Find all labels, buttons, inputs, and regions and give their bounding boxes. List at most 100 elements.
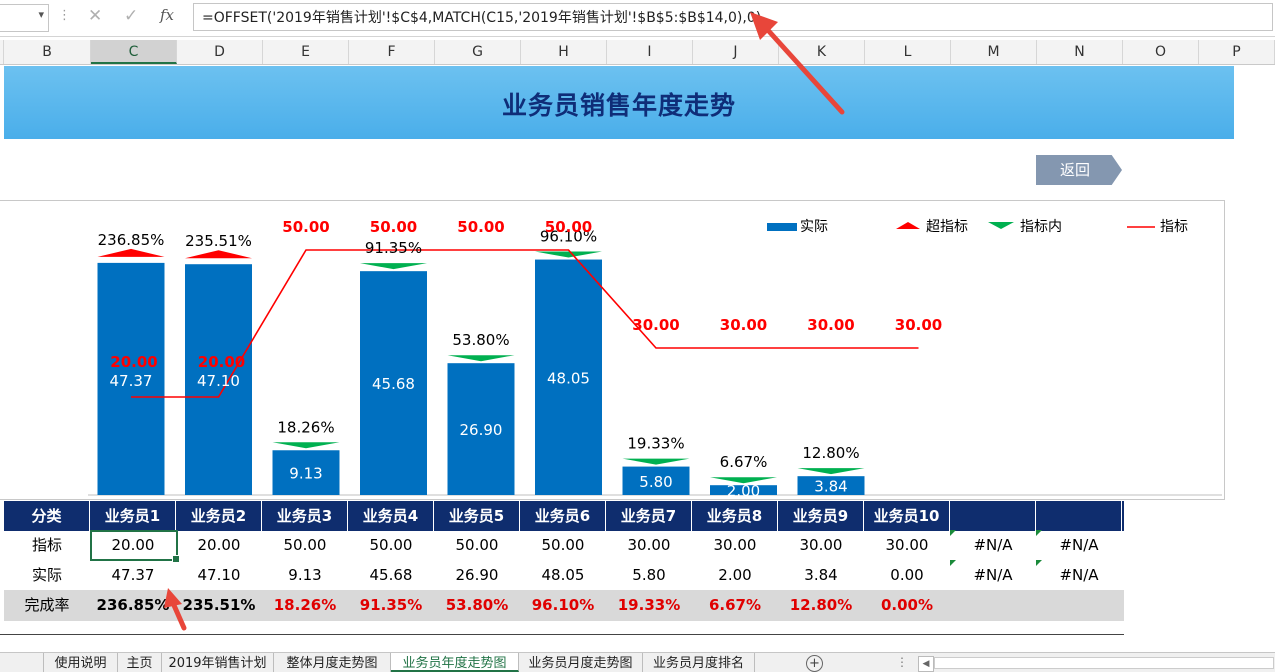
column-header-e[interactable]: E	[263, 40, 349, 64]
completion-rate-label: 19.33%	[627, 435, 684, 453]
add-sheet-icon[interactable]: +	[806, 655, 823, 672]
column-header-i[interactable]: I	[607, 40, 693, 64]
table-cell[interactable]: 91.35%	[359, 596, 423, 614]
scroll-left-icon[interactable]: ◀	[918, 656, 934, 672]
table-cell[interactable]: 2.00	[718, 566, 752, 584]
sheet-tab[interactable]: 整体月度走势图	[274, 653, 391, 672]
column-header-n[interactable]: N	[1037, 40, 1123, 64]
sheet-tab[interactable]: 业务员月度排名	[643, 653, 755, 672]
column-header-g[interactable]: G	[435, 40, 521, 64]
table-cell[interactable]: #N/A	[950, 530, 1036, 560]
table-cell[interactable]: 48.05	[541, 566, 585, 584]
chevron-down-icon[interactable]: ▾	[38, 8, 44, 21]
table-cell[interactable]: 20.00	[111, 536, 155, 554]
table-cell[interactable]: 3.84	[804, 566, 838, 584]
table-header-cell[interactable]	[950, 501, 1036, 531]
formula-input[interactable]: =OFFSET('2019年销售计划'!$C$4,MATCH(C15,'2019…	[193, 3, 1273, 31]
table-row-label[interactable]: 实际	[31, 566, 62, 584]
table-cell[interactable]: 26.90	[455, 566, 499, 584]
table-cell[interactable]: 45.68	[369, 566, 413, 584]
table-cell[interactable]: 18.26%	[273, 596, 337, 614]
sales-chart[interactable]: 236.85% 235.51% 18.26% 91.35% 53.80% 96.10% 19…	[0, 200, 1225, 500]
table-cell[interactable]: 20.00	[197, 536, 241, 554]
table-cell[interactable]: 6.67%	[708, 596, 762, 614]
page-title: 业务员销售年度走势	[501, 91, 736, 120]
table-cell[interactable]: 30.00	[799, 536, 843, 554]
table-cell[interactable]: 50.00	[541, 536, 585, 554]
table-header-cell[interactable]: 业务员10	[864, 501, 950, 531]
table-header-cell[interactable]: 业务员9	[778, 501, 864, 531]
table-cell[interactable]: 53.80%	[445, 596, 509, 614]
column-header-d[interactable]: D	[177, 40, 263, 64]
table-cell[interactable]: 47.10	[197, 566, 241, 584]
legend-label-within: 指标内	[1020, 219, 1062, 235]
table-cell[interactable]: 0.00%	[880, 596, 934, 614]
column-header-l[interactable]: L	[865, 40, 951, 64]
target-value-label: 30.00	[807, 316, 854, 334]
column-header-f[interactable]: F	[349, 40, 435, 64]
table-header-cell[interactable]: 分类	[4, 501, 90, 531]
table-header-cell[interactable]: 业务员7	[606, 501, 692, 531]
close-icon[interactable]: ✕	[88, 6, 103, 26]
table-cell[interactable]: 50.00	[455, 536, 499, 554]
name-box[interactable]: ▾	[0, 4, 49, 32]
column-header-h[interactable]: H	[521, 40, 607, 64]
table-cell[interactable]: 5.80	[632, 566, 666, 584]
legend-swatch-within	[988, 222, 1014, 229]
table-cell[interactable]: 9.13	[288, 566, 322, 584]
table-header-cell[interactable]: 业务员3	[262, 501, 348, 531]
return-button[interactable]: 返回	[1036, 155, 1122, 185]
table-cell[interactable]: 96.10%	[531, 596, 595, 614]
table-cell[interactable]: 30.00	[713, 536, 757, 554]
insert-function-button[interactable]: fx	[160, 6, 175, 24]
table-cell[interactable]: 0.00	[890, 566, 924, 584]
table-header-cell[interactable]: 业务员5	[434, 501, 520, 531]
table-cell[interactable]: 12.80%	[789, 596, 853, 614]
column-header-c[interactable]: C	[91, 40, 177, 64]
column-header-k[interactable]: K	[779, 40, 865, 64]
table-cell[interactable]: 30.00	[885, 536, 929, 554]
table-cell[interactable]: 50.00	[283, 536, 327, 554]
horizontal-scrollbar[interactable]	[934, 657, 1274, 669]
table-cell[interactable]	[950, 590, 1036, 620]
sheet-tab[interactable]: 业务员月度走势图	[519, 653, 643, 672]
table-header-cell[interactable]: 业务员2	[176, 501, 262, 531]
table-header-cell[interactable]: 业务员1	[90, 501, 176, 531]
table-header-row: 分类 业务员1 业务员2 业务员3 业务员4 业务员5 业务员6 业务员7 业务员8 业务员9 业务…	[4, 501, 1124, 531]
column-header-o[interactable]: O	[1123, 40, 1199, 64]
bar	[97, 262, 165, 495]
table-header-cell[interactable]: 业务员4	[348, 501, 434, 531]
table-cell[interactable]: 236.85%	[96, 596, 170, 614]
actual-value-label: 45.68	[372, 375, 415, 393]
selected-cell[interactable]	[90, 530, 180, 563]
table-cell[interactable]: 47.37	[111, 566, 155, 584]
table-header-cell[interactable]	[1036, 501, 1122, 531]
table-cell[interactable]: #N/A	[950, 560, 1036, 590]
table-header-cell[interactable]: 业务员8	[692, 501, 778, 531]
table-row-label[interactable]: 指标	[31, 536, 62, 554]
column-header-m[interactable]: M	[951, 40, 1037, 64]
table-cell[interactable]: 235.51%	[182, 596, 256, 614]
table-cell[interactable]: 30.00	[627, 536, 671, 554]
column-header-partial[interactable]	[0, 40, 4, 64]
sheet-nav-area[interactable]	[0, 653, 44, 672]
table-row-label[interactable]: 完成率	[24, 596, 70, 614]
table-cell[interactable]	[1036, 590, 1122, 620]
table-cell[interactable]: 50.00	[369, 536, 413, 554]
sheet-tab-bar: + ⋮ ◀ 使用说明 主页 2019年销售计划 整体月度走势图 业务员年度走势图 业务员月…	[0, 652, 1275, 672]
table-row-actual: 实际 47.37 47.10 9.13 45.68 26.90 48.05 5.80 2.00 3…	[4, 560, 1124, 590]
fill-handle[interactable]	[172, 555, 180, 563]
sheet-tab[interactable]: 主页	[118, 653, 162, 672]
table-cell[interactable]: #N/A	[1036, 560, 1122, 590]
column-header-b[interactable]: B	[4, 40, 91, 64]
table-header-cell[interactable]: 业务员6	[520, 501, 606, 531]
check-icon[interactable]: ✓	[124, 6, 139, 26]
sheet-tab[interactable]: 2019年销售计划	[162, 653, 274, 672]
sheet-tab[interactable]: 使用说明	[44, 653, 118, 672]
table-row-target: 指标 20.00 20.00 50.00 50.00 50.00 50.00 30.00 30.…	[4, 530, 1124, 560]
table-cell[interactable]: 19.33%	[617, 596, 681, 614]
sheet-tab[interactable]: 业务员年度走势图	[391, 653, 519, 672]
table-cell[interactable]: #N/A	[1036, 530, 1122, 560]
column-header-j[interactable]: J	[693, 40, 779, 64]
column-header-p[interactable]: P	[1199, 40, 1275, 64]
